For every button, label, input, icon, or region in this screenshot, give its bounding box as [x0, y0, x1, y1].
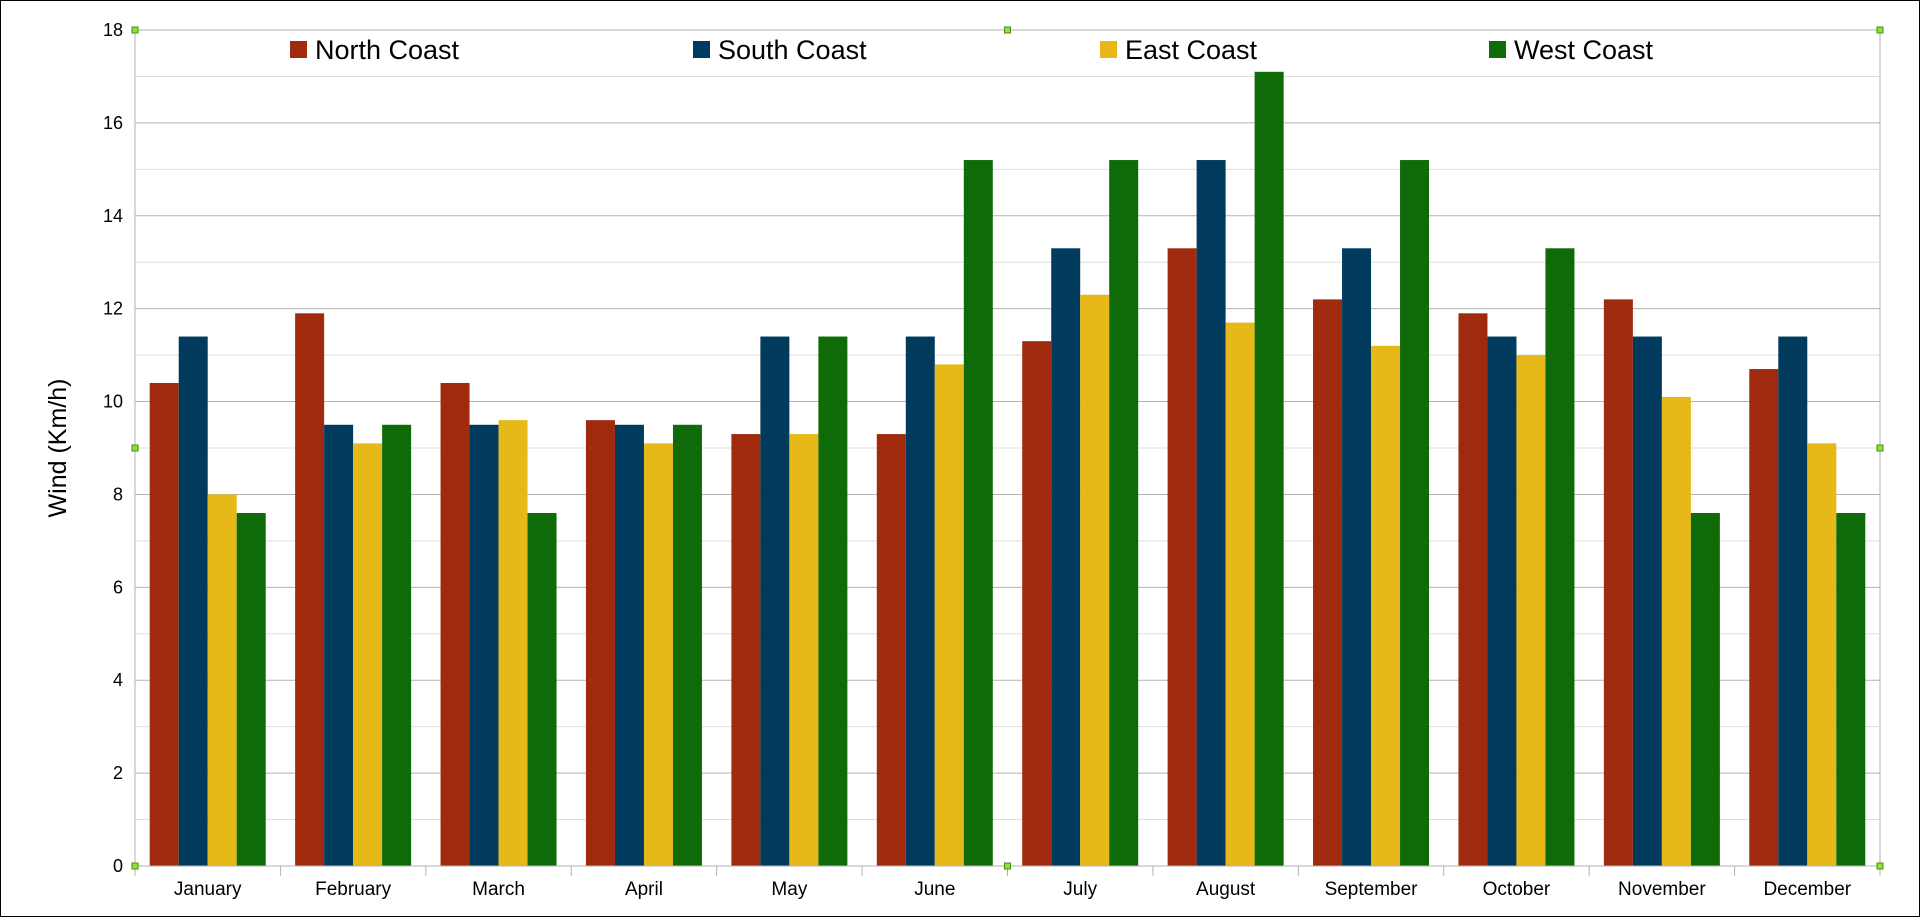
selection-handle	[1876, 862, 1884, 870]
legend-label: North Coast	[315, 35, 460, 65]
bar	[1371, 345, 1401, 866]
x-tick-label: November	[1618, 879, 1706, 900]
bar	[643, 443, 673, 866]
selection-handle	[131, 444, 139, 452]
bar	[876, 434, 906, 866]
x-tick-label: April	[625, 879, 663, 900]
bar	[614, 424, 644, 866]
bar	[905, 336, 935, 866]
bar	[236, 513, 266, 866]
bar	[324, 424, 354, 866]
x-tick-label: October	[1483, 879, 1551, 900]
bar	[1632, 336, 1662, 866]
bar	[1196, 160, 1226, 867]
bar	[527, 513, 557, 866]
y-tick-label: 2	[113, 763, 123, 783]
y-tick-label: 14	[103, 206, 123, 226]
y-tick-label: 10	[103, 392, 123, 412]
x-tick-label: September	[1325, 879, 1419, 900]
y-tick-label: 0	[113, 856, 123, 876]
bar	[440, 382, 470, 866]
legend-swatch	[1100, 41, 1117, 58]
bars	[149, 71, 1866, 867]
bar	[1458, 313, 1488, 866]
bar	[789, 434, 819, 866]
bar	[1051, 248, 1081, 867]
bar	[672, 424, 702, 866]
bar	[1400, 160, 1430, 867]
bar	[818, 336, 848, 866]
bar	[585, 420, 615, 866]
bar	[1109, 160, 1139, 867]
y-tick-label: 16	[103, 113, 123, 133]
bar	[1749, 369, 1779, 866]
bar	[207, 494, 237, 866]
x-tick-label: February	[315, 879, 392, 900]
y-tick-label: 4	[113, 670, 123, 690]
legend-swatch	[290, 41, 307, 58]
y-tick-label: 8	[113, 484, 123, 504]
bar	[1225, 322, 1255, 867]
bar	[1487, 336, 1517, 866]
bar	[963, 160, 993, 867]
y-tick-label: 18	[103, 20, 123, 40]
legend-label: South Coast	[718, 35, 867, 65]
bar	[1778, 336, 1808, 866]
bar	[1545, 248, 1575, 867]
bar	[1080, 294, 1110, 866]
legend-label: East Coast	[1125, 35, 1258, 65]
bar	[760, 336, 790, 866]
selection-handle	[1004, 26, 1011, 34]
bar	[731, 434, 761, 866]
x-tick-label: August	[1196, 879, 1256, 900]
legend-label: West Coast	[1514, 35, 1654, 65]
selection-handle	[131, 862, 139, 870]
bar	[149, 382, 179, 866]
y-tick-label: 12	[103, 299, 123, 319]
selection-handle	[1876, 444, 1884, 452]
bar	[353, 443, 383, 866]
selection-handle	[1004, 862, 1011, 870]
x-tick-label: March	[472, 879, 525, 900]
bar	[1661, 396, 1691, 866]
bar	[469, 424, 499, 866]
axes: 0 2 4 6 8 10 12 14 16 18 January February March April…	[103, 20, 1881, 900]
bar	[1807, 443, 1837, 866]
bar	[1342, 248, 1372, 867]
bar	[178, 336, 208, 866]
legend-swatch	[693, 41, 710, 58]
x-tick-label: May	[771, 879, 807, 900]
y-tick-label: 6	[113, 577, 123, 597]
bar	[1690, 513, 1720, 866]
y-axis-label: Wind (Km/h)	[44, 379, 72, 518]
x-tick-label: January	[174, 879, 242, 900]
bar	[1836, 513, 1866, 866]
bar	[382, 424, 412, 866]
selection-handle	[131, 26, 139, 34]
bar	[295, 313, 325, 866]
selection-handle	[1876, 26, 1884, 34]
legend-swatch	[1489, 41, 1506, 58]
bar	[1022, 341, 1052, 867]
bar	[1313, 299, 1343, 866]
bar	[1254, 71, 1284, 867]
legend: North Coast South Coast East Coast West Coa…	[290, 35, 1654, 65]
bar	[934, 364, 964, 866]
bar	[1516, 355, 1546, 866]
bar	[1603, 299, 1633, 866]
x-tick-label: June	[914, 879, 955, 900]
bar	[1167, 248, 1197, 867]
x-tick-label: July	[1063, 879, 1097, 900]
bar	[498, 420, 528, 866]
x-tick-label: December	[1763, 879, 1851, 900]
